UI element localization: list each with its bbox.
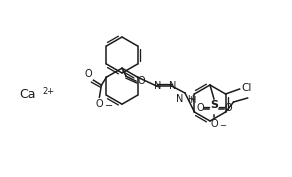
Text: Ca: Ca: [20, 88, 36, 101]
Text: O: O: [196, 103, 204, 113]
Text: H: H: [189, 96, 195, 105]
Text: O: O: [138, 76, 146, 86]
Text: O: O: [85, 69, 92, 79]
Text: Cl: Cl: [241, 83, 252, 93]
Text: O: O: [224, 103, 232, 113]
Text: N: N: [154, 81, 161, 91]
Text: O: O: [95, 99, 103, 109]
Text: 2+: 2+: [42, 87, 54, 96]
Text: S: S: [210, 100, 218, 110]
Text: N: N: [175, 94, 183, 104]
Text: N: N: [169, 81, 176, 91]
Text: O: O: [210, 119, 218, 129]
Text: −: −: [105, 101, 114, 111]
Text: −: −: [219, 121, 226, 130]
Text: H: H: [187, 95, 193, 104]
